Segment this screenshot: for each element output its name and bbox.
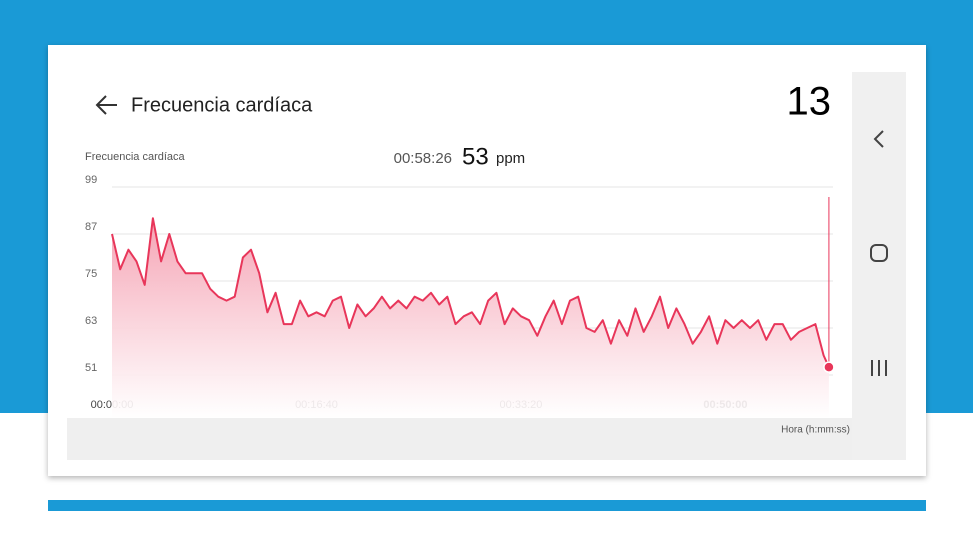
- x-label: Hora (h:mm:ss): [781, 425, 850, 436]
- footer-area: [67, 418, 906, 460]
- y-tick-label: 51: [85, 362, 97, 374]
- bottom-bar: [48, 500, 926, 511]
- page-number: 13: [787, 80, 832, 124]
- line: [111, 217, 830, 368]
- y-tick-label: 87: [85, 221, 97, 233]
- nav-recent[interactable]: [871, 360, 887, 376]
- nav-home[interactable]: [870, 244, 888, 262]
- readout-value: 53: [462, 143, 489, 170]
- y-tick-label: 99: [85, 174, 97, 186]
- end-dot: [823, 361, 835, 373]
- y-label: Frecuencia cardíaca: [85, 151, 186, 163]
- plot: 516375879900:00:0000:16:4000:33:2000:50:…: [85, 174, 835, 418]
- nav-back[interactable]: [873, 130, 884, 148]
- readout-unit: ppm: [496, 150, 525, 167]
- area: [112, 218, 829, 418]
- nav-bar: [852, 72, 906, 460]
- y-tick-label: 75: [85, 268, 97, 280]
- y-tick-label: 63: [85, 315, 97, 327]
- back-arrow[interactable]: [95, 95, 117, 115]
- readout-time: 00:58:26: [394, 150, 452, 167]
- title: Frecuencia cardíaca: [131, 94, 313, 116]
